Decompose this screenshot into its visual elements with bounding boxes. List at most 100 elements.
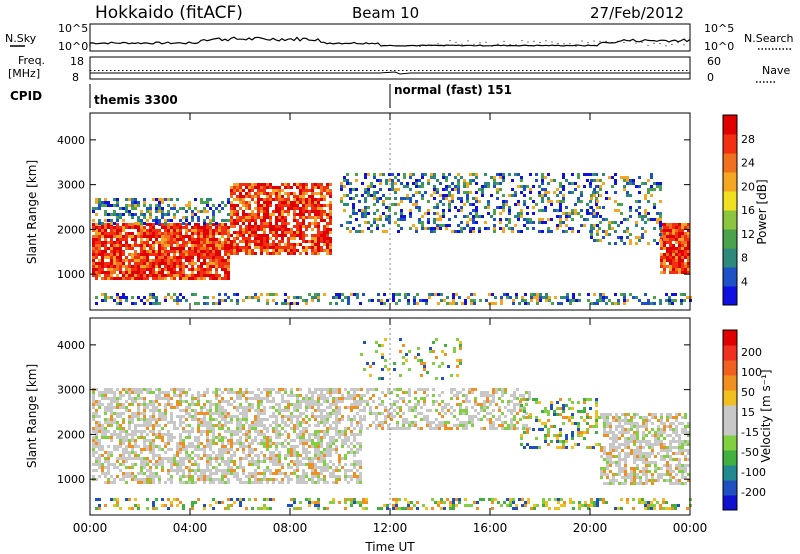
range-gate-cell: [305, 403, 308, 406]
range-gate-cell: [260, 183, 263, 186]
range-gate-cell: [442, 203, 445, 206]
range-gate-cell: [140, 412, 143, 415]
range-gate-cell: [167, 448, 170, 451]
range-gate-cell: [290, 231, 293, 234]
range-gate-cell: [474, 409, 477, 412]
range-gate-cell: [272, 249, 275, 252]
range-gate-cell: [140, 274, 143, 277]
range-gate-cell: [197, 210, 200, 213]
range-gate-cell: [188, 277, 191, 280]
range-gate-cell: [134, 430, 137, 433]
range-gate-cell: [116, 460, 119, 463]
range-gate-cell: [536, 293, 539, 296]
range-gate-cell: [326, 225, 329, 228]
range-gate-cell: [305, 228, 308, 231]
range-gate-cell: [158, 463, 161, 466]
range-gate-cell: [242, 219, 245, 222]
range-gate-cell: [391, 188, 394, 191]
range-gate-cell: [107, 256, 110, 259]
range-gate-cell: [290, 439, 293, 442]
range-gate-cell: [260, 225, 263, 228]
range-gate-cell: [296, 466, 299, 469]
range-gate-cell: [329, 246, 332, 249]
range-gate-cell: [672, 244, 675, 247]
range-gate-cell: [638, 236, 641, 239]
range-gate-cell: [335, 409, 338, 412]
range-gate-cell: [402, 421, 405, 424]
range-gate-cell: [317, 388, 320, 391]
range-gate-cell: [227, 460, 230, 463]
range-gate-cell: [369, 388, 372, 391]
range-gate-cell: [266, 252, 269, 255]
range-gate-cell: [143, 439, 146, 442]
range-gate-cell: [212, 427, 215, 430]
range-gate-cell: [158, 219, 161, 222]
range-gate-cell: [335, 296, 338, 299]
range-gate-cell: [418, 218, 421, 221]
range-gate-cell: [335, 424, 338, 427]
range-gate-cell: [290, 249, 293, 252]
range-gate-cell: [161, 463, 164, 466]
range-gate-cell: [176, 466, 179, 469]
range-gate-cell: [447, 427, 450, 430]
range-gate-cell: [191, 219, 194, 222]
range-gate-cell: [227, 235, 230, 238]
range-gate-cell: [185, 223, 188, 226]
range-gate-cell: [152, 226, 155, 229]
range-gate-cell: [125, 265, 128, 268]
range-gate-cell: [161, 256, 164, 259]
range-gate-cell: [242, 204, 245, 207]
range-gate-cell: [329, 240, 332, 243]
range-gate-cell: [131, 226, 134, 229]
range-gate-cell: [236, 183, 239, 186]
range-gate-cell: [110, 433, 113, 436]
range-gate-cell: [254, 186, 257, 189]
range-gate-cell: [499, 218, 502, 221]
range-gate-cell: [176, 445, 179, 448]
range-gate-cell: [143, 466, 146, 469]
range-gate-cell: [116, 445, 119, 448]
range-gate-cell: [459, 421, 462, 424]
range-gate-cell: [254, 237, 257, 240]
range-gate-cell: [566, 299, 569, 302]
range-gate-cell: [167, 213, 170, 216]
range-gate-cell: [681, 223, 684, 226]
range-gate-cell: [352, 227, 355, 230]
range-gate-cell: [605, 191, 608, 194]
range-gate-cell: [110, 481, 113, 484]
range-gate-cell: [423, 418, 426, 421]
range-gate-cell: [641, 182, 644, 185]
range-gate-cell: [185, 481, 188, 484]
range-gate-cell: [203, 210, 206, 213]
range-gate-cell: [684, 271, 687, 274]
range-gate-cell: [472, 230, 475, 233]
range-gate-cell: [508, 221, 511, 224]
range-gate-cell: [116, 448, 119, 451]
range-gate-cell: [629, 239, 632, 242]
range-gate-cell: [415, 200, 418, 203]
range-gate-cell: [251, 457, 254, 460]
range-gate-cell: [480, 418, 483, 421]
range-gate-cell: [620, 176, 623, 179]
range-gate-cell: [335, 421, 338, 424]
range-gate-cell: [466, 194, 469, 197]
range-gate-cell: [302, 442, 305, 445]
range-gate-cell: [233, 293, 236, 296]
range-gate-cell: [433, 191, 436, 194]
range-gate-cell: [614, 182, 617, 185]
range-gate-cell: [408, 394, 411, 397]
range-gate-cell: [293, 427, 296, 430]
range-gate-cell: [215, 403, 218, 406]
range-gate-cell: [161, 262, 164, 265]
range-gate-cell: [245, 418, 248, 421]
range-gate-cell: [464, 299, 467, 302]
range-gate-cell: [442, 224, 445, 227]
range-gate-cell: [218, 412, 221, 415]
range-gate-cell: [341, 445, 344, 448]
range-gate-cell: [344, 430, 347, 433]
range-gate-cell: [284, 231, 287, 234]
range-gate-cell: [663, 223, 666, 226]
range-gate-cell: [320, 451, 323, 454]
range-gate-cell: [212, 466, 215, 469]
range-gate-cell: [149, 445, 152, 448]
